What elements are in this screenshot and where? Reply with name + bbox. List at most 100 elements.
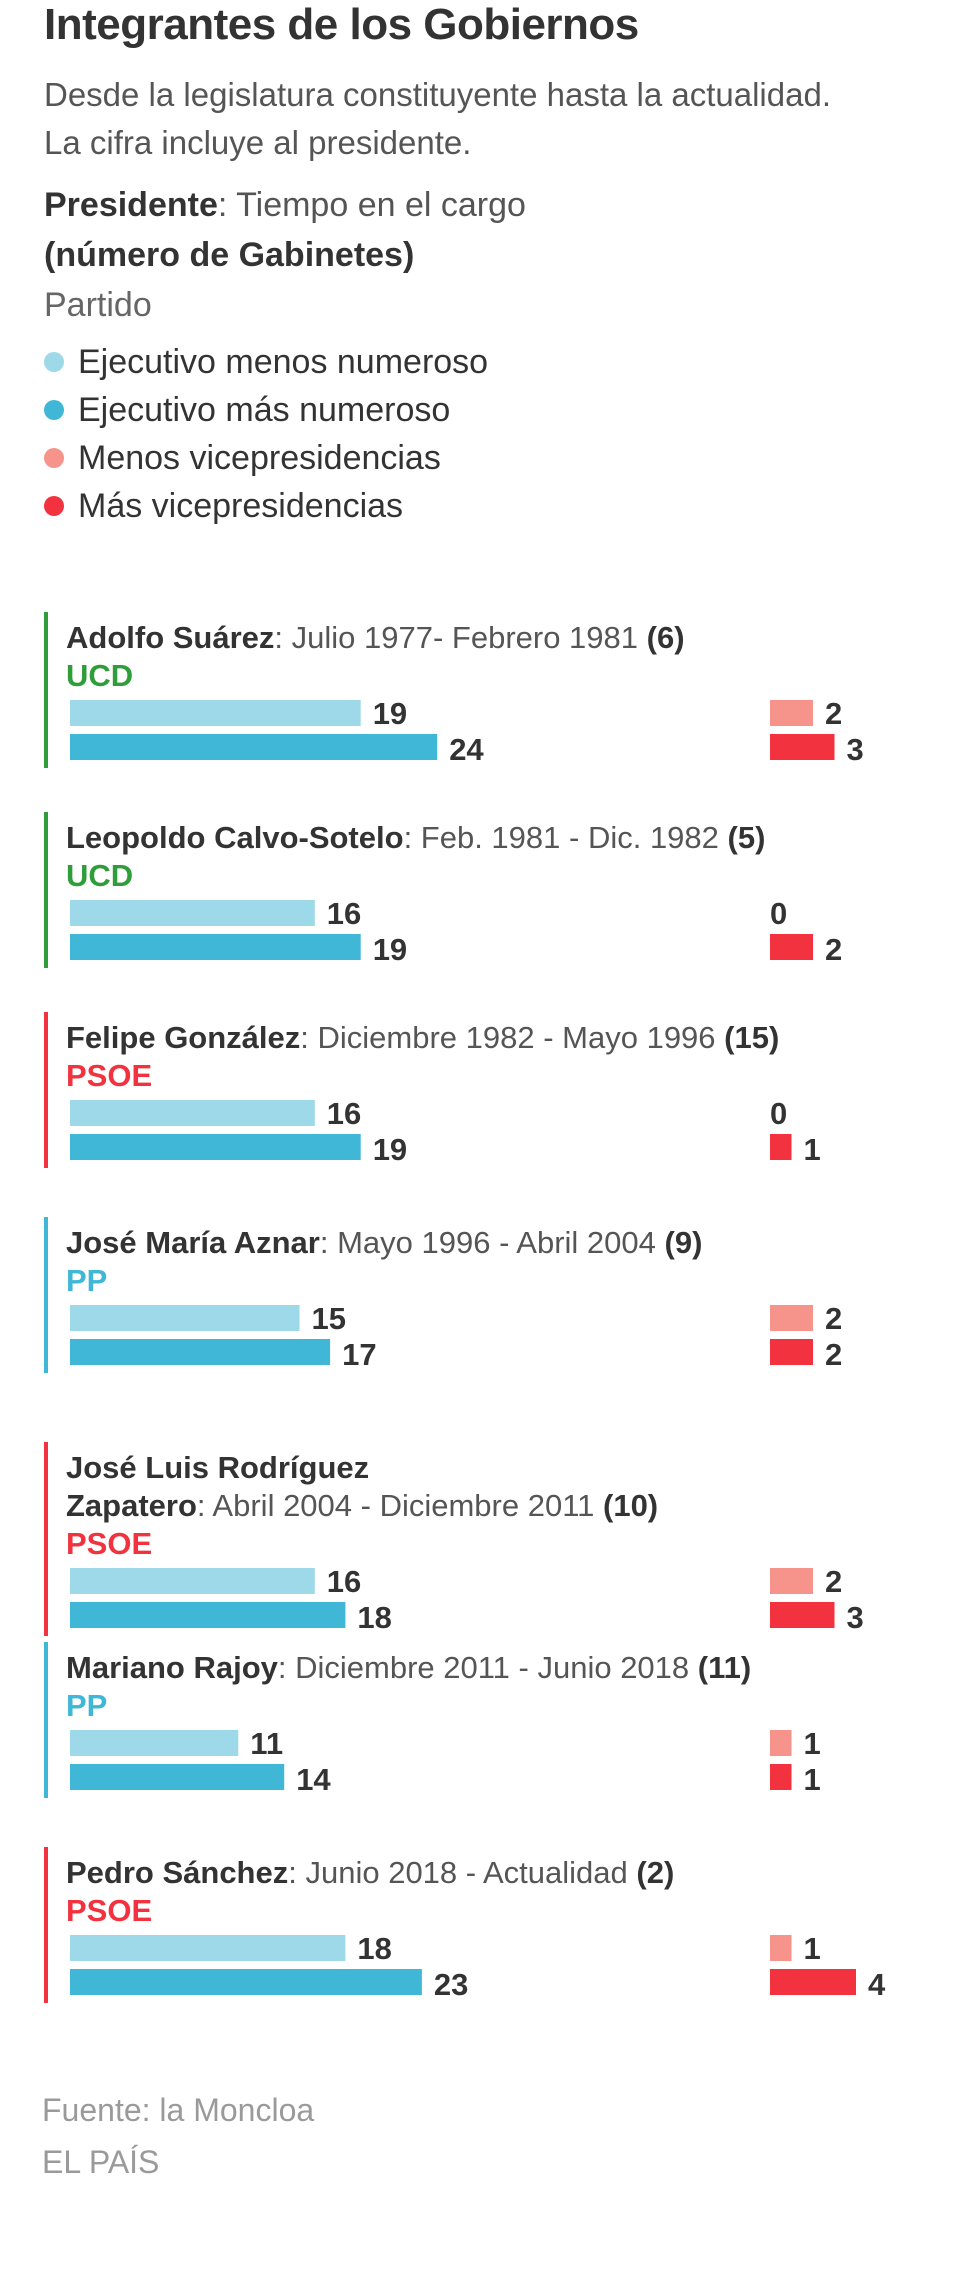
legend-label: Menos vicepresidencias xyxy=(78,438,441,477)
key-president-label: Presidente xyxy=(44,186,218,224)
bar-max-vicepresidencies xyxy=(770,1969,856,1995)
value-label-min-vicepresidencies: 1 xyxy=(804,1931,821,1966)
legend-label: Más vicepresidencias xyxy=(78,486,404,525)
bar-min-vicepresidencies xyxy=(770,700,813,726)
president-term: : Julio 1977- Febrero 1981 xyxy=(274,620,646,655)
value-label-max-executive: 19 xyxy=(373,1132,407,1167)
bar-max-vicepresidencies xyxy=(770,934,813,960)
president-name: José María Aznar xyxy=(66,1225,320,1260)
president-name: Adolfo Suárez xyxy=(66,620,274,655)
president-name: Leopoldo Calvo-Sotelo xyxy=(66,820,404,855)
bar-min-executive xyxy=(70,1100,315,1126)
governments-chart: Adolfo Suárez: Julio 1977- Febrero 1981 … xyxy=(44,612,886,2003)
president-term: : Diciembre 2011 - Junio 2018 xyxy=(278,1650,698,1685)
bar-max-executive xyxy=(70,934,361,960)
value-label-min-executive: 11 xyxy=(250,1726,283,1761)
value-label-min-executive: 16 xyxy=(327,896,361,931)
value-label-min-vicepresidencies: 1 xyxy=(804,1726,821,1761)
bar-min-executive xyxy=(70,1730,239,1756)
value-label-max-executive: 14 xyxy=(296,1762,331,1797)
party-label: PSOE xyxy=(66,1526,152,1561)
bar-min-executive xyxy=(70,1568,315,1594)
value-label-max-executive: 19 xyxy=(373,932,407,967)
bar-max-executive xyxy=(70,1339,331,1365)
legend-dot-icon xyxy=(44,352,64,372)
president-cabinets: (5) xyxy=(728,820,766,855)
value-label-max-executive: 17 xyxy=(342,1337,376,1372)
value-label-max-vicepresidencies: 1 xyxy=(804,1762,821,1797)
president-cabinets: (11) xyxy=(698,1650,751,1685)
president-header: Zapatero: Abril 2004 - Diciembre 2011 (1… xyxy=(66,1488,658,1523)
value-label-min-vicepresidencies: 2 xyxy=(825,696,842,731)
value-label-max-vicepresidencies: 3 xyxy=(847,1600,864,1635)
president-header: Felipe González: Diciembre 1982 - Mayo 1… xyxy=(66,1020,779,1055)
president-term: : Feb. 1981 - Dic. 1982 xyxy=(404,820,728,855)
value-label-max-executive: 23 xyxy=(434,1967,468,2002)
president-header: Mariano Rajoy: Diciembre 2011 - Junio 20… xyxy=(66,1650,751,1685)
key-term-label: : Tiempo en el cargo xyxy=(217,186,526,224)
bar-max-vicepresidencies xyxy=(770,1764,792,1790)
legend-dot-icon xyxy=(44,400,64,420)
president-header: Pedro Sánchez: Junio 2018 - Actualidad (… xyxy=(66,1855,674,1890)
value-label-max-vicepresidencies: 2 xyxy=(825,1337,842,1372)
party-label: PP xyxy=(66,1688,107,1723)
value-label-min-executive: 19 xyxy=(373,696,407,731)
president-term: : Junio 2018 - Actualidad xyxy=(288,1855,636,1890)
president-term: : Abril 2004 - Diciembre 2011 xyxy=(197,1488,603,1523)
president-header: Leopoldo Calvo-Sotelo: Feb. 1981 - Dic. … xyxy=(66,820,765,855)
president-term: : Mayo 1996 - Abril 2004 xyxy=(320,1225,665,1260)
chart-title: Integrantes de los Gobiernos xyxy=(44,0,639,49)
party-label: UCD xyxy=(66,858,133,893)
legend-dot-icon xyxy=(44,448,64,468)
president-cabinets: (9) xyxy=(665,1225,703,1260)
bar-max-vicepresidencies xyxy=(770,734,835,760)
value-label-min-vicepresidencies: 0 xyxy=(770,896,787,931)
bar-min-executive xyxy=(70,1935,346,1961)
bar-min-vicepresidencies xyxy=(770,1935,792,1961)
legend-label: Ejecutivo menos numeroso xyxy=(78,342,489,381)
president-name: Mariano Rajoy xyxy=(66,1650,279,1685)
key-party-label: Partido xyxy=(44,286,152,324)
value-label-min-executive: 18 xyxy=(357,1931,391,1966)
value-label-min-executive: 15 xyxy=(312,1301,346,1336)
party-color-line xyxy=(44,1217,48,1373)
value-label-max-vicepresidencies: 2 xyxy=(825,932,842,967)
bar-min-vicepresidencies xyxy=(770,1568,813,1594)
party-color-line xyxy=(44,1847,48,2003)
party-color-line xyxy=(44,1012,48,1168)
party-label: PSOE xyxy=(66,1893,152,1928)
party-color-line xyxy=(44,612,48,768)
value-label-min-executive: 16 xyxy=(327,1564,361,1599)
party-label: PSOE xyxy=(66,1058,152,1093)
legend-item-mas-vicepresidencias: Más vicepresidencias xyxy=(44,486,403,526)
subtitle-line-2: La cifra incluye al presidente. xyxy=(44,124,472,161)
subtitle-line-1: Desde la legislatura constituyente hasta… xyxy=(44,76,831,113)
president-name: José Luis Rodríguez xyxy=(66,1450,369,1485)
legend-item-menos-vicepresidencias: Menos vicepresidencias xyxy=(44,438,441,478)
bar-min-executive xyxy=(70,900,315,926)
bar-max-vicepresidencies xyxy=(770,1134,792,1160)
value-label-max-vicepresidencies: 3 xyxy=(847,732,864,767)
bar-max-vicepresidencies xyxy=(770,1602,835,1628)
legend-item-menos-numeroso: Ejecutivo menos numeroso xyxy=(44,342,488,382)
value-label-min-vicepresidencies: 2 xyxy=(825,1564,842,1599)
legend-item-mas-numeroso: Ejecutivo más numeroso xyxy=(44,390,450,430)
bar-min-vicepresidencies xyxy=(770,1730,792,1756)
bar-max-executive xyxy=(70,1134,361,1160)
bar-max-executive xyxy=(70,1764,285,1790)
president-header: José María Aznar: Mayo 1996 - Abril 2004… xyxy=(66,1225,702,1260)
bar-max-executive xyxy=(70,1602,346,1628)
key-cabinets-label: (número de Gabinetes) xyxy=(44,236,415,274)
value-label-min-executive: 16 xyxy=(327,1096,361,1131)
legend-dot-icon xyxy=(44,496,64,516)
president-name: Pedro Sánchez xyxy=(66,1855,288,1890)
president-cabinets: (2) xyxy=(636,1855,674,1890)
bar-min-executive xyxy=(70,700,361,726)
party-label: PP xyxy=(66,1263,107,1298)
bar-min-vicepresidencies xyxy=(770,1305,813,1331)
legend-label: Ejecutivo más numeroso xyxy=(78,390,451,429)
president-header: Adolfo Suárez: Julio 1977- Febrero 1981 … xyxy=(66,620,685,655)
value-label-max-vicepresidencies: 1 xyxy=(804,1132,821,1167)
bar-max-vicepresidencies xyxy=(770,1339,813,1365)
party-color-line xyxy=(44,812,48,968)
